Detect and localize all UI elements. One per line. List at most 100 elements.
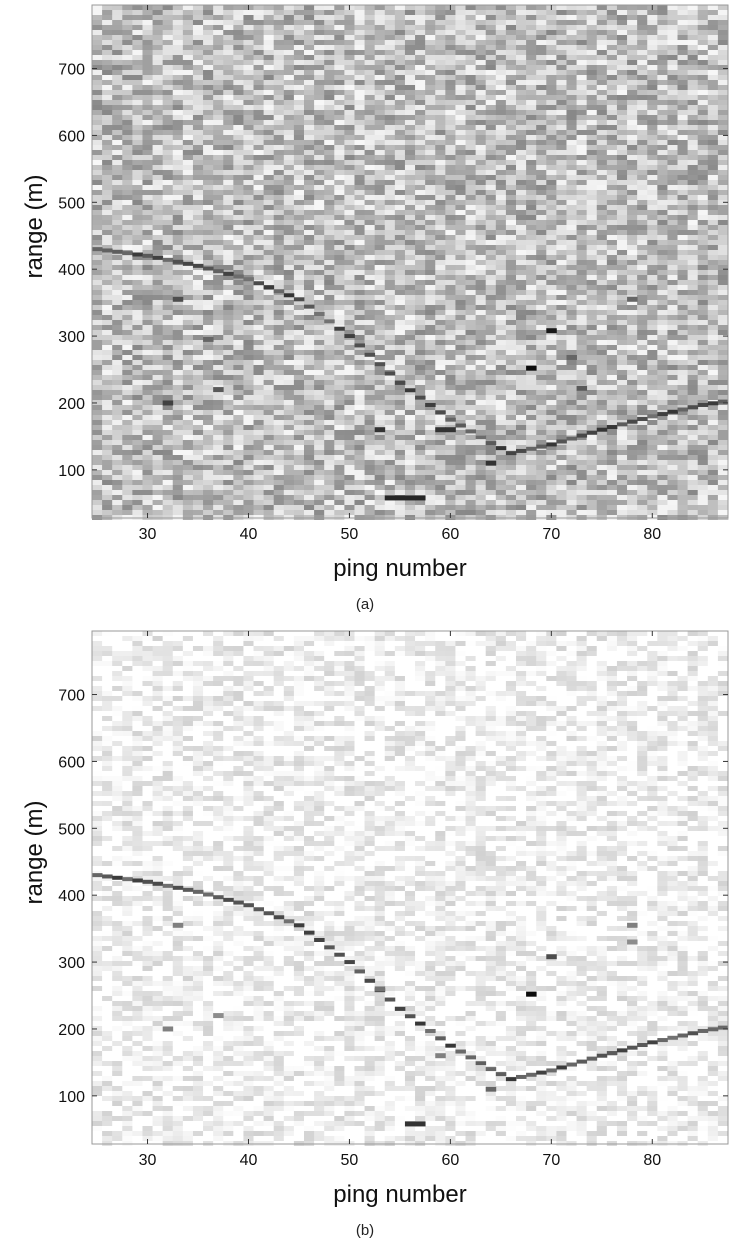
noise-cell (304, 15, 315, 20)
noise-cell (203, 410, 214, 415)
noise-cell (92, 175, 103, 180)
noise-cell (566, 70, 577, 75)
noise-cell (374, 275, 386, 280)
noise-cell (576, 40, 588, 45)
noise-cell (465, 15, 477, 20)
noise-cell (122, 210, 133, 215)
noise-cell (182, 435, 194, 440)
noise-cell (384, 20, 396, 25)
noise-cell (344, 280, 355, 285)
noise-cell (384, 180, 396, 185)
noise-cell (566, 245, 577, 250)
noise-cell (415, 165, 426, 170)
noise-cell (293, 245, 305, 250)
noise-cell (182, 25, 194, 30)
noise-cell (122, 190, 133, 195)
noise-cell (273, 100, 285, 105)
noise-cell (314, 55, 325, 60)
noise-cell (182, 375, 194, 380)
noise-cell (465, 305, 477, 310)
noise-cell (465, 320, 477, 325)
noise-cell (213, 175, 224, 180)
noise-cell (203, 415, 214, 420)
noise-cell (203, 65, 214, 70)
noise-cell (475, 445, 487, 450)
noise-cell (566, 380, 577, 385)
noise-cell (233, 325, 244, 330)
noise-cell (475, 460, 487, 465)
noise-cell (324, 215, 335, 220)
noise-cell (546, 325, 557, 330)
noise-cell (102, 370, 113, 375)
noise-cell (324, 285, 335, 290)
noise-cell (334, 410, 345, 415)
noise-cell (566, 360, 577, 365)
noise-cell (233, 45, 244, 50)
noise-cell (304, 225, 315, 230)
noise-cell (495, 170, 507, 175)
noise-cell (576, 175, 588, 180)
noise-cell (455, 435, 466, 440)
noise-cell (132, 80, 143, 85)
noise-cell (404, 95, 416, 100)
noise-cell (455, 40, 466, 45)
noise-cell (122, 415, 133, 420)
noise-cell (435, 195, 446, 200)
noise-cell (122, 370, 133, 375)
noise-cell (273, 320, 285, 325)
noise-cell (384, 510, 396, 515)
noise-cell (243, 170, 254, 175)
noise-cell (485, 15, 497, 20)
noise-cell (324, 145, 335, 150)
noise-cell (152, 30, 164, 35)
noise-cell (142, 360, 153, 365)
noise-cell (192, 390, 204, 395)
noise-cell (435, 235, 446, 240)
noise-cell (92, 45, 103, 50)
noise-cell (182, 320, 194, 325)
noise-cell (384, 220, 396, 225)
noise-cell (344, 80, 355, 85)
noise-cell (415, 155, 426, 160)
noise-cell (273, 340, 285, 345)
noise-cell (132, 385, 143, 390)
noise-cell (415, 385, 426, 390)
noise-cell (334, 50, 345, 55)
noise-cell (485, 85, 497, 90)
noise-cell (576, 185, 588, 190)
noise-cell (102, 145, 113, 150)
noise-cell (334, 70, 345, 75)
noise-cell (233, 15, 244, 20)
noise-cell (566, 455, 577, 460)
noise-cell (172, 140, 184, 145)
noise-cell (495, 465, 507, 470)
noise-cell (536, 510, 547, 515)
noise-cell (334, 495, 345, 500)
noise-cell (425, 45, 436, 50)
noise-cell (192, 280, 204, 285)
noise-cell (152, 175, 164, 180)
noise-cell (415, 265, 426, 270)
noise-cell (253, 250, 265, 255)
noise-cell (283, 280, 295, 285)
noise-cell (182, 510, 194, 515)
noise-cell (314, 510, 325, 515)
noise-cell (304, 435, 315, 440)
noise-cell (334, 65, 345, 70)
noise-cell (404, 90, 416, 95)
noise-cell (92, 95, 103, 100)
noise-cell (465, 200, 477, 205)
noise-cell (233, 35, 244, 40)
noise-cell (192, 30, 204, 35)
noise-cell (112, 455, 123, 460)
noise-cell (132, 370, 143, 375)
noise-cell (485, 475, 497, 480)
noise-cell (546, 250, 557, 255)
noise-cell (344, 75, 355, 80)
noise-cell (475, 5, 487, 10)
noise-cell (223, 440, 234, 445)
noise-cell (374, 390, 386, 395)
noise-cell (536, 275, 547, 280)
noise-cell (273, 140, 285, 145)
noise-cell (465, 400, 477, 405)
